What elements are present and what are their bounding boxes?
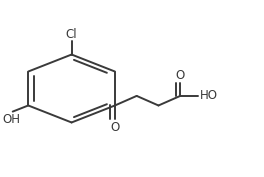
Text: Cl: Cl — [66, 28, 77, 41]
Text: O: O — [110, 121, 120, 134]
Text: OH: OH — [2, 113, 20, 126]
Text: O: O — [176, 69, 185, 82]
Text: HO: HO — [200, 89, 218, 102]
